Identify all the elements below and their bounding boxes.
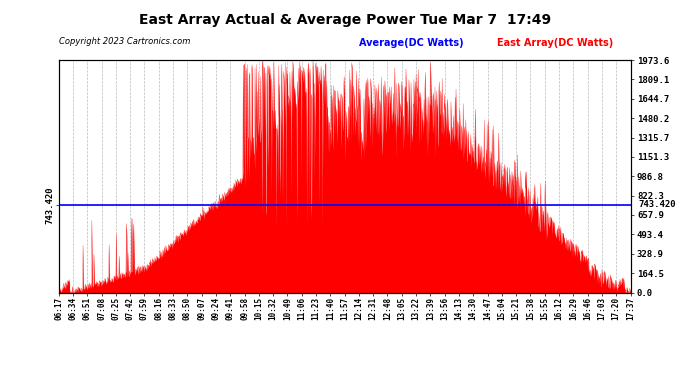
Text: East Array(DC Watts): East Array(DC Watts) [497, 38, 613, 48]
Text: Copyright 2023 Cartronics.com: Copyright 2023 Cartronics.com [59, 38, 190, 46]
Text: Average(DC Watts): Average(DC Watts) [359, 38, 464, 48]
Text: 743.420: 743.420 [638, 200, 676, 209]
Text: East Array Actual & Average Power Tue Mar 7  17:49: East Array Actual & Average Power Tue Ma… [139, 13, 551, 27]
